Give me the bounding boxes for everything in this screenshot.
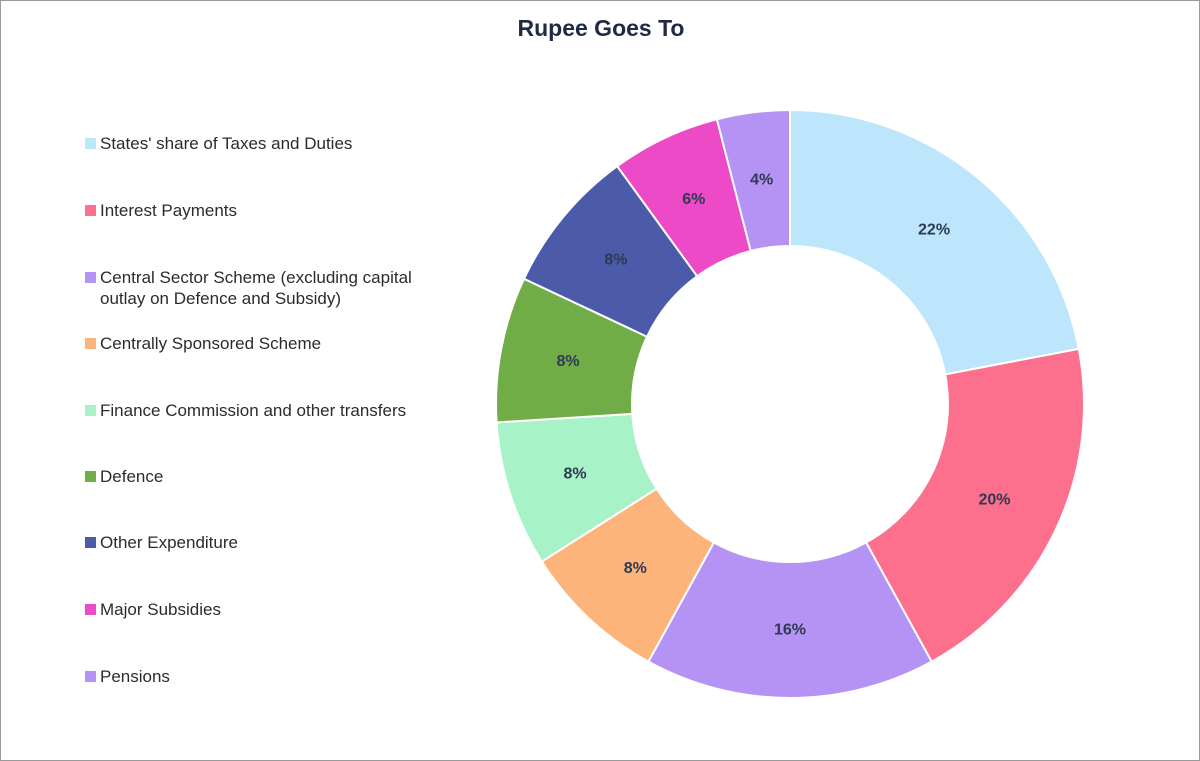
slice-data-label: 22% bbox=[918, 221, 950, 238]
slice-data-label: 16% bbox=[774, 622, 806, 639]
legend-label: Pensions bbox=[100, 667, 170, 686]
legend-label: Central Sector Scheme (excluding capital… bbox=[100, 268, 412, 308]
slice-data-label: 8% bbox=[556, 353, 579, 370]
legend-swatch bbox=[85, 338, 96, 349]
slice-data-label: 8% bbox=[624, 560, 647, 577]
legend-label: Centrally Sponsored Scheme bbox=[100, 334, 322, 353]
slice-data-label: 8% bbox=[604, 251, 627, 268]
legend-swatch bbox=[85, 205, 96, 216]
legend-label: Interest Payments bbox=[100, 201, 238, 220]
legend-item: Centrally Sponsored Scheme bbox=[85, 333, 450, 354]
legend-label: Major Subsidies bbox=[100, 600, 221, 619]
legend-swatch bbox=[85, 471, 96, 482]
legend-label: States' share of Taxes and Duties bbox=[100, 134, 353, 153]
legend-label: Defence bbox=[100, 467, 164, 486]
legend-item: States' share of Taxes and Duties bbox=[85, 133, 450, 154]
legend-item: Defence bbox=[85, 466, 450, 487]
legend-item: Finance Commission and other transfers bbox=[85, 400, 450, 421]
slice-data-label: 4% bbox=[750, 171, 773, 188]
legend-item: Interest Payments bbox=[85, 200, 450, 221]
legend-item: Pensions bbox=[85, 666, 450, 687]
legend-item: Central Sector Scheme (excluding capital… bbox=[85, 267, 450, 309]
legend-label: Other Expenditure bbox=[100, 533, 238, 552]
legend-swatch bbox=[85, 537, 96, 548]
donut-slice bbox=[864, 347, 1085, 663]
legend-swatch bbox=[85, 272, 96, 283]
slice-data-label: 6% bbox=[682, 191, 705, 208]
legend-swatch bbox=[85, 671, 96, 682]
legend-swatch bbox=[85, 405, 96, 416]
donut-slice bbox=[715, 108, 791, 253]
donut-slice bbox=[789, 108, 1080, 376]
donut-slice bbox=[647, 541, 933, 699]
legend-swatch bbox=[85, 138, 96, 149]
legend-item: Other Expenditure bbox=[85, 532, 450, 553]
legend-label: Finance Commission and other transfers bbox=[100, 401, 407, 420]
legend-swatch bbox=[85, 604, 96, 615]
slice-data-label: 8% bbox=[563, 465, 586, 482]
legend-item: Major Subsidies bbox=[85, 599, 450, 620]
chart-title: Rupee Goes To bbox=[517, 15, 685, 41]
slice-data-label: 20% bbox=[978, 492, 1010, 509]
